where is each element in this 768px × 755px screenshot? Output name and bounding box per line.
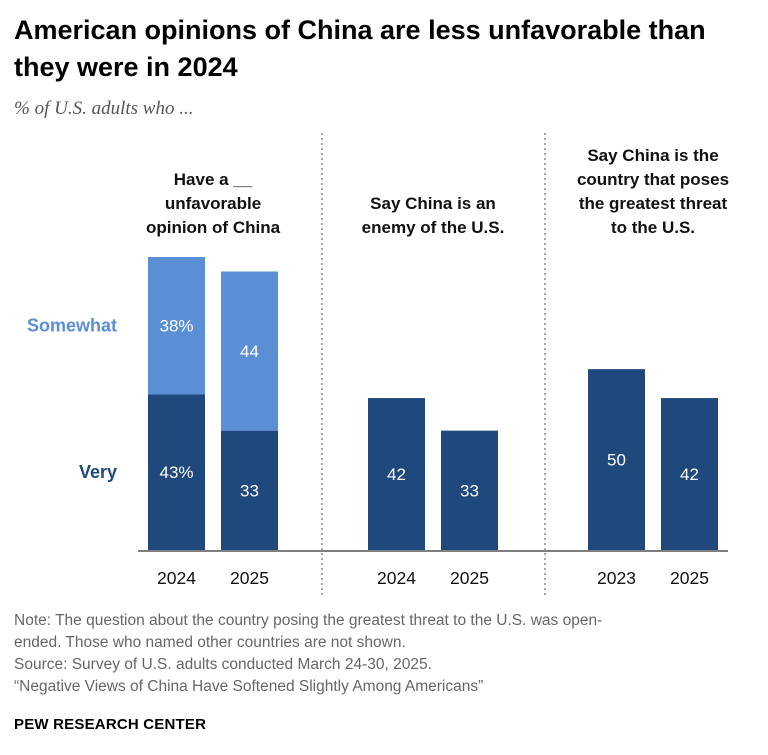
panel-heading: country that poses xyxy=(577,170,729,189)
panel-heading: unfavorable xyxy=(165,194,261,213)
x-tick-label: 2024 xyxy=(157,568,196,588)
bar-very-2025 xyxy=(221,430,278,550)
x-tick-label: 2025 xyxy=(450,568,489,588)
x-tick-label: 2025 xyxy=(230,568,269,588)
data-label: 42 xyxy=(680,465,699,484)
report-title: “Negative Views of China Have Softened S… xyxy=(14,678,484,695)
note-line: ended. Those who named other countries a… xyxy=(14,634,406,651)
data-label: 33 xyxy=(240,481,259,500)
x-tick-label: 2025 xyxy=(670,568,709,588)
bar-value-2023 xyxy=(588,369,645,550)
bar-somewhat-2024 xyxy=(148,257,205,395)
bar-very-2024 xyxy=(148,394,205,550)
legend-somewhat: Somewhat xyxy=(27,316,117,336)
chart-title: American opinions of China are less unfa… xyxy=(14,15,706,82)
chart-note: Note: The question about the country pos… xyxy=(14,610,734,698)
panel-heading: to the U.S. xyxy=(611,218,695,237)
bar-somewhat-2025 xyxy=(221,271,278,431)
data-label: 44 xyxy=(240,342,259,361)
note-line: Note: The question about the country pos… xyxy=(14,612,603,629)
panel-heading: enemy of the U.S. xyxy=(362,218,505,237)
chart-subtitle: % of U.S. adults who ... xyxy=(14,98,194,119)
bar-value-2024 xyxy=(368,398,425,550)
panel-heading: the greatest threat xyxy=(579,194,728,213)
data-label: 38% xyxy=(159,317,193,336)
legend-very: Very xyxy=(79,462,117,482)
brand-logo-text: PEW RESEARCH CENTER xyxy=(14,716,207,733)
data-label: 42 xyxy=(387,465,406,484)
data-label: 43% xyxy=(159,463,193,482)
panel-heading: Say China is an xyxy=(370,194,496,213)
panel-heading: Have a __ xyxy=(174,170,253,189)
source-line: Source: Survey of U.S. adults conducted … xyxy=(14,656,432,673)
x-tick-label: 2023 xyxy=(597,568,636,588)
bar-value-2025 xyxy=(661,398,718,550)
bar-value-2025 xyxy=(441,430,498,550)
x-tick-label: 2024 xyxy=(377,568,416,588)
panel-heading: opinion of China xyxy=(146,218,281,237)
data-label: 50 xyxy=(607,451,626,470)
data-label: 33 xyxy=(460,481,479,500)
panel-heading: Say China is the xyxy=(587,146,718,165)
